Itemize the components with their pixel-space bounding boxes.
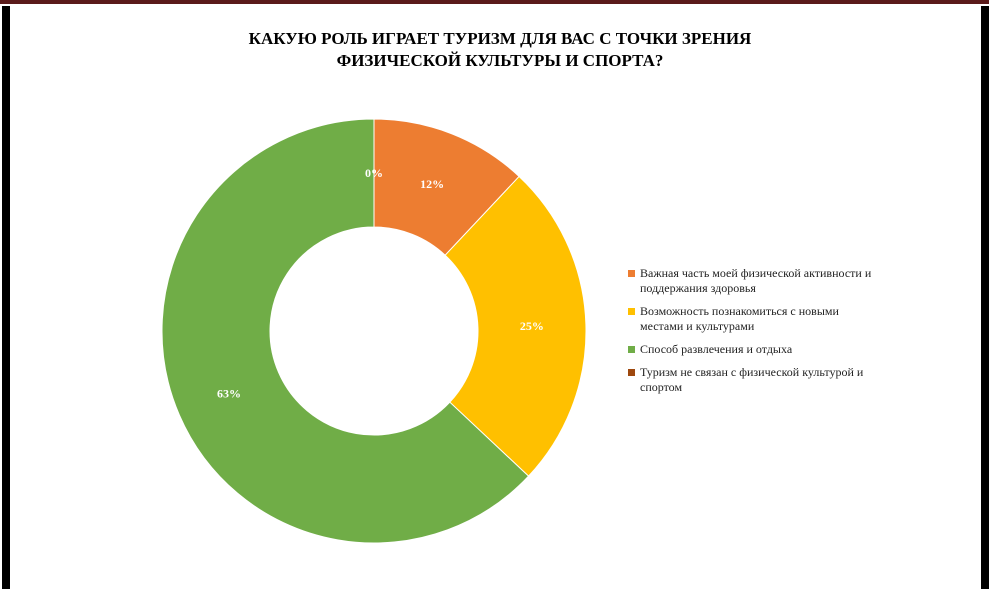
legend-swatch xyxy=(628,346,635,353)
legend: Важная часть моей физической активности … xyxy=(628,266,883,403)
donut-slice xyxy=(161,118,530,544)
data-label: 12% xyxy=(420,177,444,191)
legend-item: Туризм не связан с физической культурой … xyxy=(628,365,883,395)
legend-label: Возможность познакомиться с новыми места… xyxy=(640,304,839,333)
legend-label: Способ развлечения и отдыха xyxy=(640,342,793,356)
legend-item: Важная часть моей физической активности … xyxy=(628,266,883,296)
legend-item: Возможность познакомиться с новыми места… xyxy=(628,304,883,334)
right-border xyxy=(981,6,989,589)
chart-title: ФИЗИЧЕСКОЙ КУЛЬТУРЫ И СПОРТА? xyxy=(337,51,664,70)
legend-swatch xyxy=(628,308,635,315)
legend-item: Способ развлечения и отдыха xyxy=(628,342,883,357)
data-label: 25% xyxy=(520,319,544,333)
donut-slice xyxy=(444,175,587,477)
legend-swatch xyxy=(628,270,635,277)
legend-swatch xyxy=(628,369,635,376)
left-border xyxy=(2,6,10,589)
legend-label: Туризм не связан с физической культурой … xyxy=(640,365,864,394)
data-label: 0% xyxy=(365,166,383,180)
legend-label: Важная часть моей физической активности … xyxy=(640,266,872,295)
top-border xyxy=(0,0,989,4)
chart-title: КАКУЮ РОЛЬ ИГРАЕТ ТУРИЗМ ДЛЯ ВАС С ТОЧКИ… xyxy=(249,29,752,48)
data-label: 63% xyxy=(217,387,241,401)
